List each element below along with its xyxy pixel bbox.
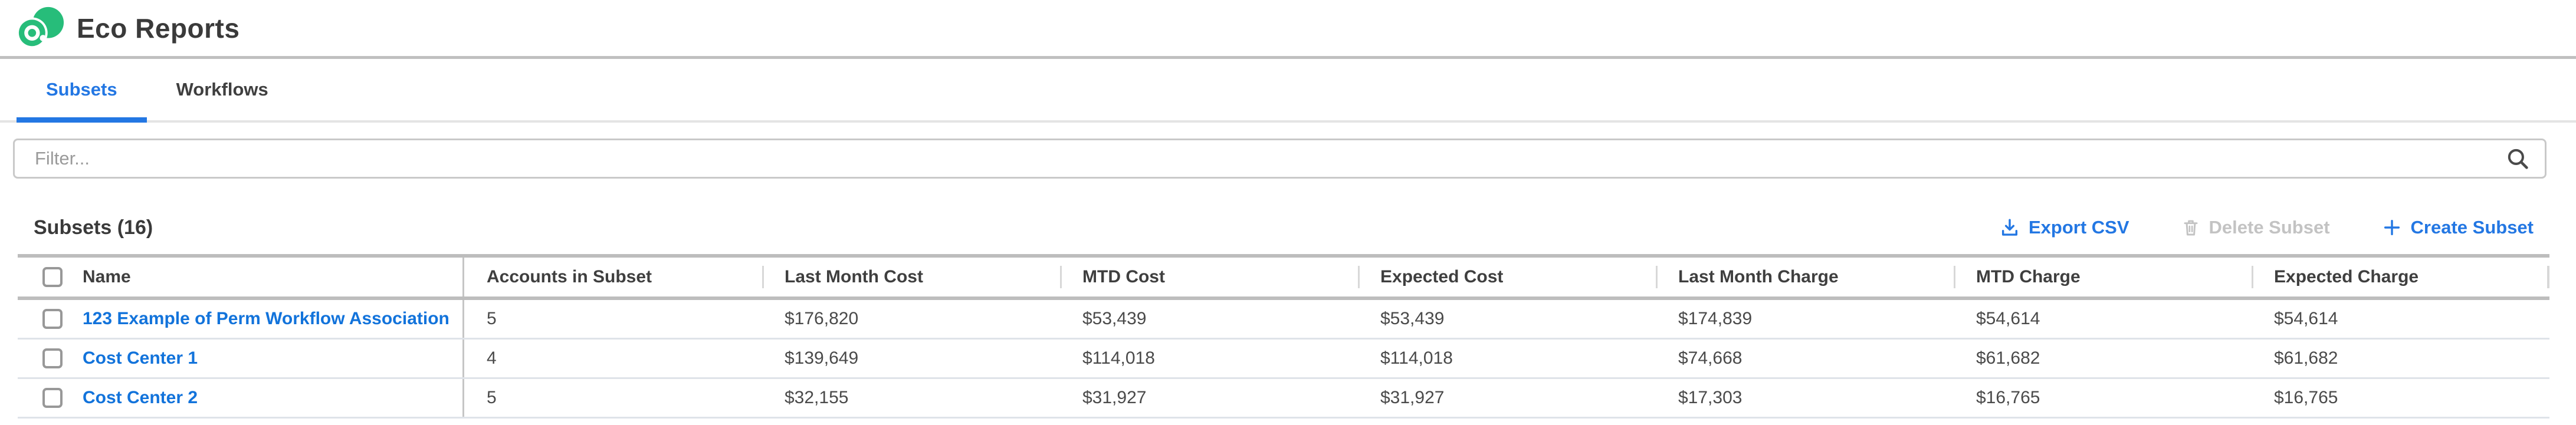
row-checkbox[interactable] [42, 309, 63, 329]
row-cell-mtd-charge: $16,765 [1954, 379, 2252, 417]
row-cell-expected-cost: $114,018 [1358, 340, 1656, 377]
download-icon [2001, 219, 2018, 236]
row-cell-accounts: 5 [464, 379, 762, 417]
row-cell-accounts: 5 [464, 300, 762, 338]
select-all-checkbox[interactable] [42, 267, 63, 287]
subset-name-link[interactable]: 123 Example of Perm Workflow Association [83, 309, 449, 328]
table-row: Cost Center 1 4 $139,649 $114,018 $114,0… [18, 340, 2549, 379]
subsets-table: Name Accounts in Subset Last Month Cost … [18, 254, 2549, 419]
row-cell-expected-charge: $54,614 [2252, 300, 2549, 338]
trash-icon [2184, 220, 2197, 236]
page-title: Eco Reports [77, 12, 240, 44]
column-header: MTD Charge [1976, 267, 2081, 286]
cell-value: 4 [487, 348, 497, 368]
row-name-cell: 123 Example of Perm Workflow Association [18, 300, 464, 338]
tab-workflows[interactable]: Workflows [147, 59, 298, 120]
plus-icon [2384, 219, 2400, 236]
create-subset-label: Create Subset [2410, 217, 2534, 238]
tab-subsets[interactable]: Subsets [17, 59, 147, 123]
cell-value: $16,765 [2274, 388, 2338, 407]
table-row: 123 Example of Perm Workflow Association… [18, 300, 2549, 340]
cell-value: $114,018 [1082, 348, 1155, 368]
row-cell-expected-cost: $31,927 [1358, 379, 1656, 417]
row-cell-last-month-cost: $139,649 [762, 340, 1060, 377]
row-checkbox[interactable] [42, 348, 63, 368]
column-header: Last Month Charge [1678, 267, 1839, 286]
column-header: Last Month Cost [785, 267, 923, 286]
cell-value: $74,668 [1678, 348, 1743, 368]
row-name-cell: Cost Center 2 [18, 379, 464, 417]
cell-value: $53,439 [1380, 309, 1445, 328]
cell-value: $139,649 [785, 348, 859, 368]
row-cell-expected-charge: $61,682 [2252, 340, 2549, 377]
row-cell-mtd-cost: $31,927 [1060, 379, 1358, 417]
app-header: Eco Reports [0, 0, 2576, 59]
row-cell-mtd-charge: $61,682 [1954, 340, 2252, 377]
subset-name-link[interactable]: Cost Center 2 [83, 388, 198, 407]
export-csv-label: Export CSV [2028, 217, 2129, 238]
header-cell-last-month-cost: Last Month Cost [762, 258, 1060, 296]
row-cell-last-month-charge: $74,668 [1656, 340, 1954, 377]
active-tab-underline [17, 117, 147, 123]
header-cell-expected-cost: Expected Cost [1358, 258, 1656, 296]
search-icon[interactable] [2505, 146, 2530, 171]
cell-value: $176,820 [785, 309, 859, 328]
row-name-cell: Cost Center 1 [18, 340, 464, 377]
header-cell-name: Name [18, 258, 464, 296]
filter-input[interactable] [13, 139, 2547, 179]
header-cell-accounts: Accounts in Subset [464, 258, 762, 296]
row-cell-expected-charge: $16,765 [2252, 379, 2549, 417]
cell-value: $174,839 [1678, 309, 1753, 328]
row-checkbox[interactable] [42, 388, 63, 408]
row-cell-accounts: 4 [464, 340, 762, 377]
column-header: Accounts in Subset [487, 267, 652, 286]
row-cell-mtd-cost: $114,018 [1060, 340, 1358, 377]
tab-bar: Subsets Workflows [0, 59, 2576, 123]
cell-value: $61,682 [2274, 348, 2338, 368]
row-cell-mtd-charge: $54,614 [1954, 300, 2252, 338]
create-subset-button[interactable]: Create Subset [2382, 217, 2534, 238]
header-cell-last-month-charge: Last Month Charge [1656, 258, 1954, 296]
row-cell-mtd-cost: $53,439 [1060, 300, 1358, 338]
row-cell-last-month-charge: $17,303 [1656, 379, 1954, 417]
row-cell-last-month-cost: $32,155 [762, 379, 1060, 417]
export-csv-button[interactable]: Export CSV [2000, 217, 2129, 238]
header-cell-mtd-cost: MTD Cost [1060, 258, 1358, 296]
cell-value: $16,765 [1976, 388, 2040, 407]
cell-value: 5 [487, 388, 497, 407]
subsets-section-header: Subsets (16) Export CSV Delete Subset [34, 209, 2534, 246]
delete-subset-label: Delete Subset [2209, 217, 2330, 238]
header-cell-mtd-charge: MTD Charge [1954, 258, 2252, 296]
section-title: Subsets (16) [34, 216, 153, 239]
action-buttons: Export CSV Delete Subset Create Subset [2000, 217, 2534, 238]
cell-value: $114,018 [1380, 348, 1453, 368]
cell-value: $31,927 [1082, 388, 1147, 407]
row-cell-expected-cost: $53,439 [1358, 300, 1656, 338]
column-header: Expected Cost [1380, 267, 1504, 286]
cell-value: $31,927 [1380, 388, 1445, 407]
tab-subsets-label: Subsets [46, 79, 117, 100]
delete-subset-button[interactable]: Delete Subset [2181, 217, 2330, 238]
table-row: Cost Center 2 5 $32,155 $31,927 $31,927 … [18, 379, 2549, 419]
table-header-row: Name Accounts in Subset Last Month Cost … [18, 254, 2549, 300]
header-cell-expected-charge: Expected Charge [2252, 258, 2549, 296]
filter-container [13, 139, 2547, 179]
cell-value: $53,439 [1082, 309, 1147, 328]
eco-reports-logo-icon [17, 6, 64, 48]
subset-name-link[interactable]: Cost Center 1 [83, 348, 198, 368]
tab-workflows-label: Workflows [176, 79, 268, 100]
column-header: Expected Charge [2274, 267, 2419, 286]
cell-value: $32,155 [785, 388, 849, 407]
cell-value: $54,614 [1976, 309, 2040, 328]
cell-value: 5 [487, 309, 497, 328]
row-cell-last-month-cost: $176,820 [762, 300, 1060, 338]
column-header: MTD Cost [1082, 267, 1165, 286]
cell-value: $61,682 [1976, 348, 2040, 368]
row-cell-last-month-charge: $174,839 [1656, 300, 1954, 338]
cell-value: $17,303 [1678, 388, 1743, 407]
cell-value: $54,614 [2274, 309, 2338, 328]
column-header: Name [83, 267, 131, 286]
